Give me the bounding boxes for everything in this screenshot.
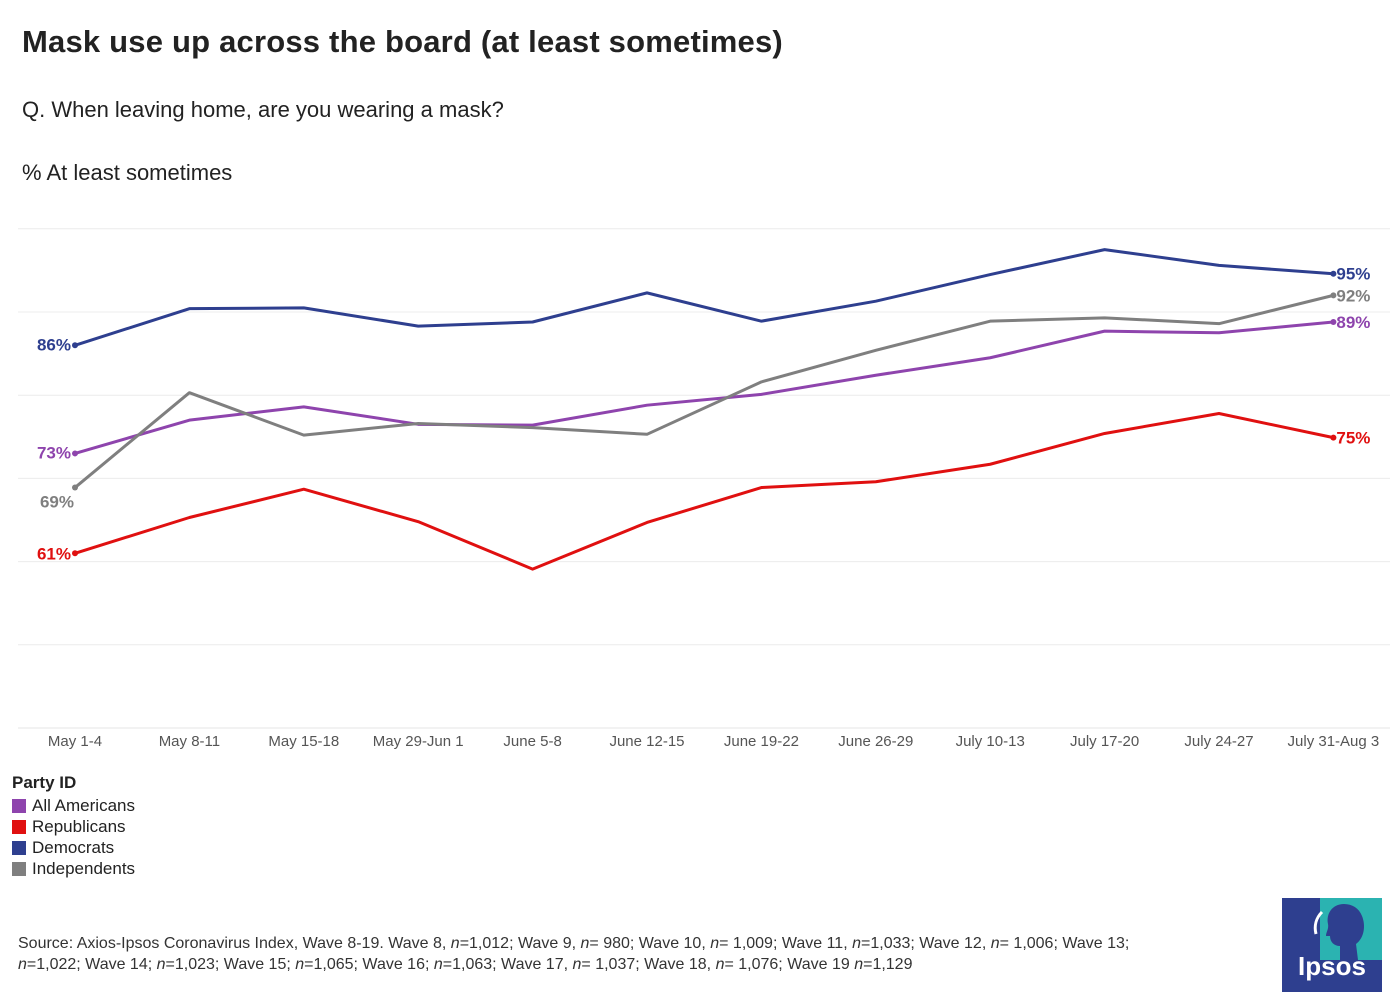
start-label-democrats: 86% [37,335,71,354]
legend-title: Party ID [12,773,77,792]
source-note: Source: Axios-Ipsos Coronavirus Index, W… [18,935,1130,973]
plot-area [18,200,1390,728]
data-point-republicans [72,550,78,557]
start-label-all-americans: 73% [37,443,71,462]
x-tick-label: June 19-22 [724,733,799,750]
legend-swatch [12,861,26,876]
legend-label: All Americans [32,795,135,815]
legend: Party ID All Americans Republicans Democra… [12,773,135,879]
x-tick-label: June 26-29 [838,733,913,750]
chart-title: Mask use up across the board (at least s… [22,24,783,59]
data-point-republicans [1330,434,1337,441]
chart-subtitle: % At least sometimes [22,160,233,185]
series-line-all-americans [74,320,1334,455]
end-label-democrats: 95% [1336,265,1370,284]
data-point-independents [1330,292,1337,299]
legend-item-republicans: Republicans [12,816,135,837]
x-tick-label: July 24-27 [1184,733,1253,750]
data-point-all-americans [72,450,78,457]
logo-text: Ipsos [1298,951,1366,981]
legend-swatch [12,819,26,834]
data-point-democrats [1330,270,1337,277]
legend-label: Democrats [32,837,115,857]
data-point-independents [72,484,78,491]
start-label-republicans: 61% [37,544,71,563]
start-label-independents: 69% [40,493,74,512]
x-tick-label: May 29-Jun 1 [373,733,464,750]
series-line-republicans [74,412,1334,571]
x-tick-label: June 5-8 [503,733,561,750]
data-point-democrats [72,342,78,349]
legend-label: Independents [32,858,136,878]
series-line-democrats [74,248,1334,347]
legend-swatch [12,840,26,855]
data-point-all-americans [1330,318,1337,325]
legend-item-all-americans: All Americans [12,795,135,816]
end-label-republicans: 75% [1336,429,1370,448]
x-tick-label: July 10-13 [956,733,1025,750]
series-line-independents [74,293,1334,489]
x-tick-label: May 8-11 [159,733,220,750]
x-tick-label: May 1-4 [48,733,102,750]
ipsos-logo: Ipsos [1282,898,1382,992]
legend-label: Republicans [32,816,126,836]
x-tick-label: May 15-18 [268,733,339,750]
end-label-independents: 92% [1336,286,1370,305]
end-label-all-americans: 89% [1336,313,1370,332]
line-chart: May 1-4 May 8-11 May 15-18 May 29-Jun 1 June… [18,200,1390,750]
chart-question: Q. When leaving home, are you wearing a … [22,97,504,122]
x-tick-label: July 31-Aug 3 [1288,733,1380,750]
legend-item-democrats: Democrats [12,837,135,858]
legend-item-independents: Independents [12,858,135,879]
x-tick-label: July 17-20 [1070,733,1139,750]
x-tick-label: June 12-15 [609,733,684,750]
legend-swatch [12,798,26,813]
